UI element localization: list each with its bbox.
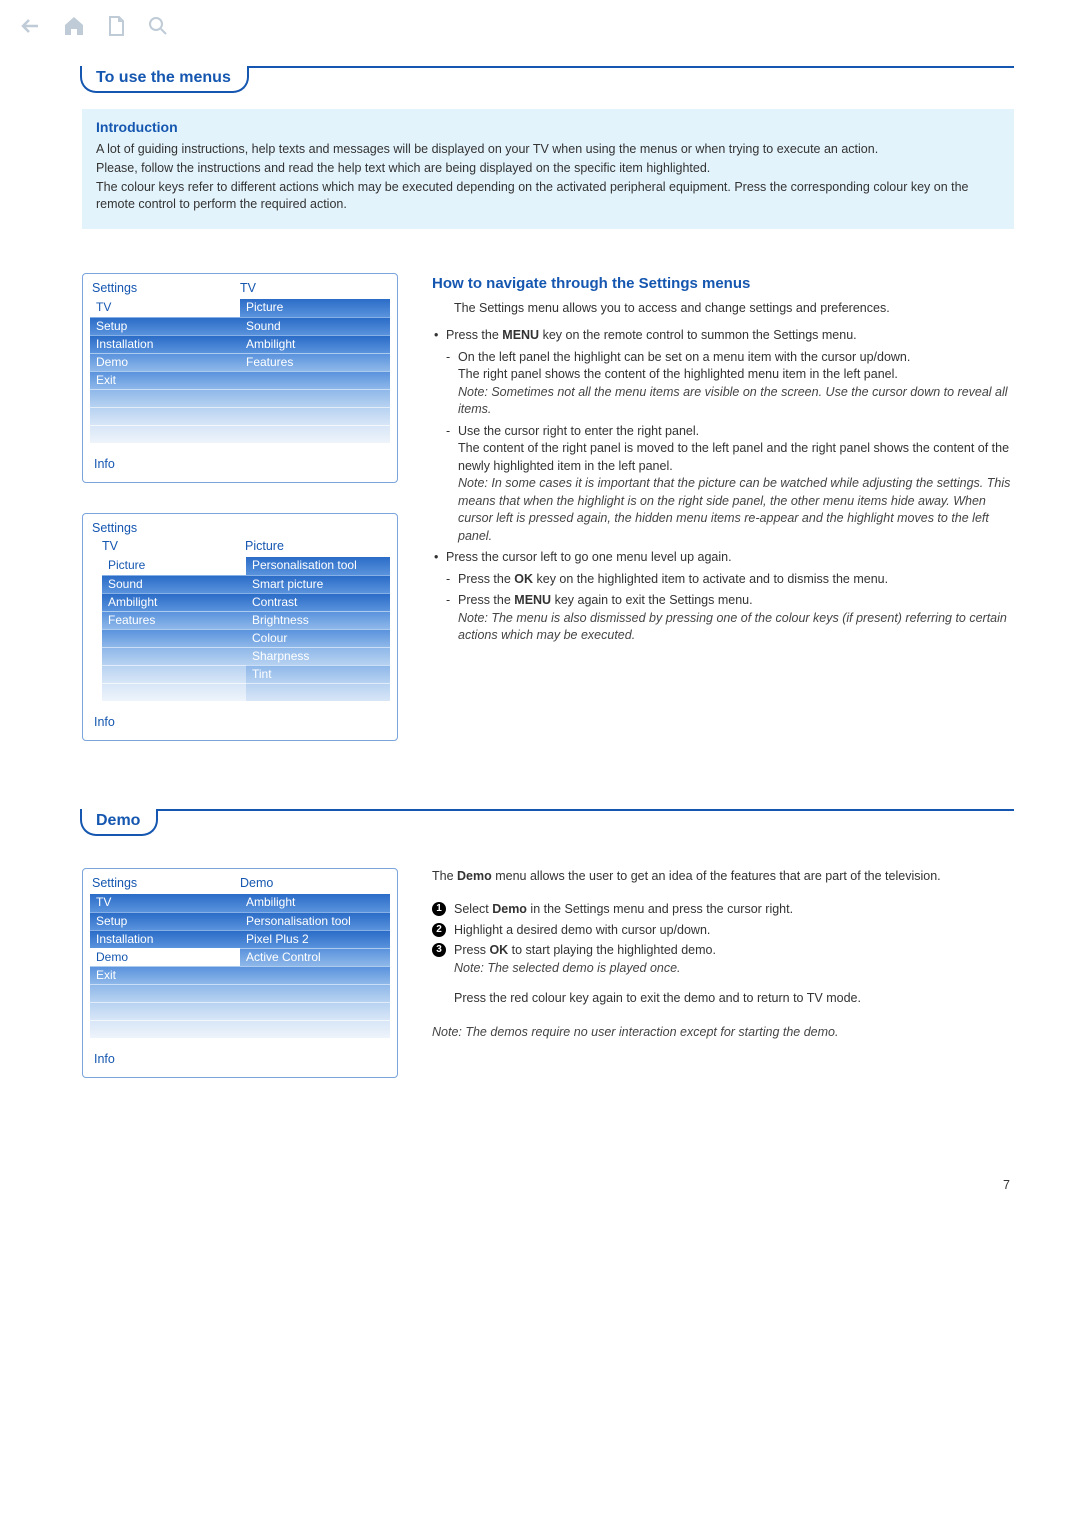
- menu-item: Sharpness: [246, 647, 390, 665]
- menu-item: [90, 1002, 240, 1020]
- menu-item: Personalisation tool: [246, 557, 390, 575]
- menu-header: TV: [240, 281, 388, 295]
- demo-note: Note: The demos require no user interact…: [432, 1024, 1014, 1042]
- page-number: 7: [82, 1146, 1014, 1192]
- dash-item: Press the MENU key again to exit the Set…: [432, 592, 1014, 645]
- menu-item: [240, 1002, 390, 1020]
- dash-item: Press the OK key on the highlighted item…: [432, 571, 1014, 589]
- menu-item: Tint: [246, 665, 390, 683]
- menu-info: Info: [90, 701, 390, 733]
- menu-item: [90, 984, 240, 1002]
- numbered-step: 3 Press OK to start playing the highligh…: [432, 942, 1014, 977]
- menu-header: Settings: [92, 521, 240, 535]
- menu-item: [240, 407, 390, 425]
- step-number-icon: 2: [432, 923, 446, 937]
- menu-header: Picture: [245, 539, 388, 553]
- menu-item: Setup: [90, 317, 240, 335]
- menu-item: Demo: [90, 353, 240, 371]
- menu-item: [102, 683, 246, 701]
- document-icon[interactable]: [104, 14, 128, 38]
- tv-menu-demo: Settings Demo TV Setup Installation Demo…: [82, 868, 398, 1078]
- howto-heading: How to navigate through the Settings men…: [432, 273, 1014, 294]
- section-divider: Demo: [82, 809, 1014, 838]
- menu-item: [90, 389, 240, 407]
- dash-item: On the left panel the highlight can be s…: [432, 349, 1014, 419]
- menu-header: Demo: [240, 876, 388, 890]
- menu-header: Settings: [92, 876, 240, 890]
- menu-item: Picture: [102, 557, 246, 575]
- numbered-step: 1 Select Demo in the Settings menu and p…: [432, 901, 1014, 919]
- menu-item: Ambilight: [240, 335, 390, 353]
- menu-item: Sound: [240, 317, 390, 335]
- menu-item: Exit: [90, 966, 240, 984]
- dash-item: Use the cursor right to enter the right …: [432, 423, 1014, 546]
- tv-menu-settings: Settings TV TV Setup Installation Demo E…: [82, 273, 398, 483]
- section-title: To use the menus: [80, 66, 249, 93]
- introduction-box: Introduction A lot of guiding instructio…: [82, 109, 1014, 229]
- menu-header: Settings: [92, 281, 240, 295]
- menu-item: Demo: [90, 948, 240, 966]
- bullet-item: Press the MENU key on the remote control…: [432, 327, 1014, 345]
- menu-item: [102, 647, 246, 665]
- numbered-step: 2 Highlight a desired demo with cursor u…: [432, 922, 1014, 940]
- menu-item: Installation: [90, 930, 240, 948]
- pdf-toolbar: [0, 0, 1080, 38]
- menu-item: Features: [102, 611, 246, 629]
- menu-item: Brightness: [246, 611, 390, 629]
- menu-item: [90, 1020, 240, 1038]
- menu-item: Sound: [102, 575, 246, 593]
- intro-text: Please, follow the instructions and read…: [96, 160, 1000, 177]
- step-number-icon: 1: [432, 902, 446, 916]
- menu-item: TV: [90, 299, 240, 317]
- menu-item: Installation: [90, 335, 240, 353]
- demo-paragraph: The Demo menu allows the user to get an …: [432, 868, 1014, 886]
- menu-info: Info: [90, 1038, 390, 1070]
- section-divider: To use the menus: [82, 66, 1014, 95]
- menu-item: Contrast: [246, 593, 390, 611]
- intro-heading: Introduction: [96, 119, 1000, 135]
- menu-item: Ambilight: [102, 593, 246, 611]
- menu-item: [240, 984, 390, 1002]
- menu-item: Colour: [246, 629, 390, 647]
- menu-item: Active Control: [240, 948, 390, 966]
- menu-item: Picture: [240, 299, 390, 317]
- menu-item: Smart picture: [246, 575, 390, 593]
- menu-item: [240, 389, 390, 407]
- menu-item: [90, 407, 240, 425]
- menu-item: [102, 665, 246, 683]
- menu-item: Ambilight: [240, 894, 390, 912]
- intro-text: A lot of guiding instructions, help text…: [96, 141, 1000, 158]
- menu-item: [240, 966, 390, 984]
- menu-item: Pixel Plus 2: [240, 930, 390, 948]
- menu-header: TV: [102, 539, 245, 553]
- section-title: Demo: [80, 809, 158, 836]
- menu-item: [240, 1020, 390, 1038]
- home-icon[interactable]: [62, 14, 86, 38]
- menu-info: Info: [90, 443, 390, 475]
- menu-item: [90, 425, 240, 443]
- demo-paragraph: Press the red colour key again to exit t…: [432, 990, 1014, 1008]
- menu-item: Features: [240, 353, 390, 371]
- tv-menu-picture: Settings TV Picture Picture Sound Ambili…: [82, 513, 398, 741]
- intro-text: The colour keys refer to different actio…: [96, 179, 1000, 213]
- menu-item: [246, 683, 390, 701]
- menu-item: Setup: [90, 912, 240, 930]
- menu-item: TV: [90, 894, 240, 912]
- menu-item: Personalisation tool: [240, 912, 390, 930]
- menu-item: Exit: [90, 371, 240, 389]
- howto-intro: The Settings menu allows you to access a…: [454, 300, 1014, 318]
- back-arrow-icon[interactable]: [20, 14, 44, 38]
- menu-item: [240, 425, 390, 443]
- step-number-icon: 3: [432, 943, 446, 957]
- menu-item: [102, 629, 246, 647]
- bullet-item: Press the cursor left to go one menu lev…: [432, 549, 1014, 567]
- menu-item: [240, 371, 390, 389]
- search-icon[interactable]: [146, 14, 170, 38]
